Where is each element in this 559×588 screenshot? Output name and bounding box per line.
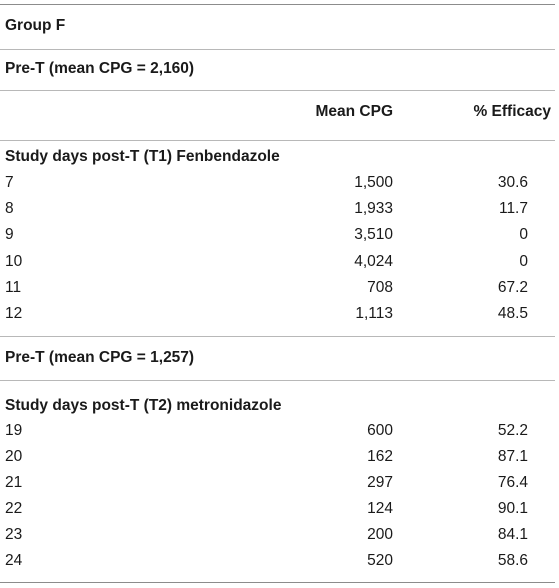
efficacy-cell: 67.2 (497, 279, 528, 296)
column-header-efficacy: % Efficacy (473, 103, 551, 120)
table-rule (0, 90, 555, 91)
study-day-cell: 8 (5, 200, 14, 217)
section-subheading: Study days post-T (T2) metronidazole (0, 393, 555, 419)
mean-cpg-cell: 124 (367, 500, 393, 517)
pre-treatment-label: Pre-T (mean CPG = 2,160) (5, 60, 195, 77)
table-row: 11 708 67.2 (0, 275, 555, 301)
mean-cpg-cell: 708 (367, 279, 393, 296)
table-row: 7 1,500 30.6 (0, 170, 555, 196)
table-row: 24 520 58.6 (0, 548, 555, 574)
efficacy-cell: 30.6 (497, 174, 528, 191)
mean-cpg-cell: 297 (367, 474, 393, 491)
mean-cpg-cell: 1,500 (354, 174, 393, 191)
table-row: 10 4,024 0 (0, 249, 555, 275)
table-rule (0, 49, 555, 50)
table-row: 23 200 84.1 (0, 522, 555, 548)
table-rule (0, 336, 555, 337)
section-subheading: Study days post-T (T1) Fenbendazole (0, 144, 555, 170)
study-day-cell: 23 (5, 526, 23, 543)
mean-cpg-cell: 162 (367, 448, 393, 465)
study-day-cell: 20 (5, 448, 23, 465)
pre-treatment-label: Pre-T (mean CPG = 1,257) (5, 349, 195, 366)
table-row: 22 124 90.1 (0, 496, 555, 522)
mean-cpg-cell: 200 (367, 526, 393, 543)
study-day-cell: 7 (5, 174, 14, 191)
table-bottom-rule (0, 582, 555, 583)
table-row: 9 3,510 0 (0, 222, 555, 248)
efficacy-cell: 58.6 (497, 552, 528, 569)
efficacy-cell: 87.1 (497, 448, 528, 465)
pre-treatment-row: Pre-T (mean CPG = 1,257) (0, 345, 555, 371)
efficacy-cell: 11.7 (498, 200, 528, 217)
study-day-cell: 11 (5, 279, 22, 296)
group-label: Group F (5, 17, 66, 34)
study-day-cell: 19 (5, 422, 23, 439)
mean-cpg-cell: 4,024 (354, 253, 393, 270)
column-header-mean-cpg: Mean CPG (315, 103, 393, 120)
column-header-row: Mean CPG % Efficacy (0, 99, 555, 125)
table-row: 20 162 87.1 (0, 444, 555, 470)
table-row: 12 1,113 48.5 (0, 301, 555, 327)
efficacy-cell: 0 (519, 226, 528, 243)
study-day-cell: 10 (5, 253, 23, 270)
table-row: 8 1,933 11.7 (0, 196, 555, 222)
table-rule (0, 380, 555, 381)
study-day-cell: 12 (5, 305, 23, 322)
mean-cpg-cell: 1,933 (354, 200, 393, 217)
efficacy-cell: 84.1 (497, 526, 528, 543)
group-label-row: Group F (0, 13, 555, 39)
mean-cpg-cell: 3,510 (354, 226, 393, 243)
study-day-cell: 21 (5, 474, 23, 491)
table-rule (0, 140, 555, 141)
efficacy-cell: 76.4 (497, 474, 528, 491)
mean-cpg-cell: 600 (367, 422, 393, 439)
table-top-rule (0, 4, 555, 5)
section-subheading-text: Study days post-T (T1) Fenbendazole (5, 148, 280, 165)
pre-treatment-row: Pre-T (mean CPG = 2,160) (0, 56, 555, 82)
efficacy-cell: 90.1 (497, 500, 528, 517)
efficacy-cell: 48.5 (497, 305, 528, 322)
section-subheading-text: Study days post-T (T2) metronidazole (5, 397, 282, 414)
table-row: 21 297 76.4 (0, 470, 555, 496)
study-day-cell: 24 (5, 552, 23, 569)
mean-cpg-cell: 520 (367, 552, 393, 569)
efficacy-cell: 0 (519, 253, 528, 270)
study-day-cell: 9 (5, 226, 14, 243)
efficacy-cell: 52.2 (497, 422, 528, 439)
table-row: 19 600 52.2 (0, 418, 555, 444)
mean-cpg-cell: 1,113 (355, 305, 393, 322)
study-day-cell: 22 (5, 500, 23, 517)
